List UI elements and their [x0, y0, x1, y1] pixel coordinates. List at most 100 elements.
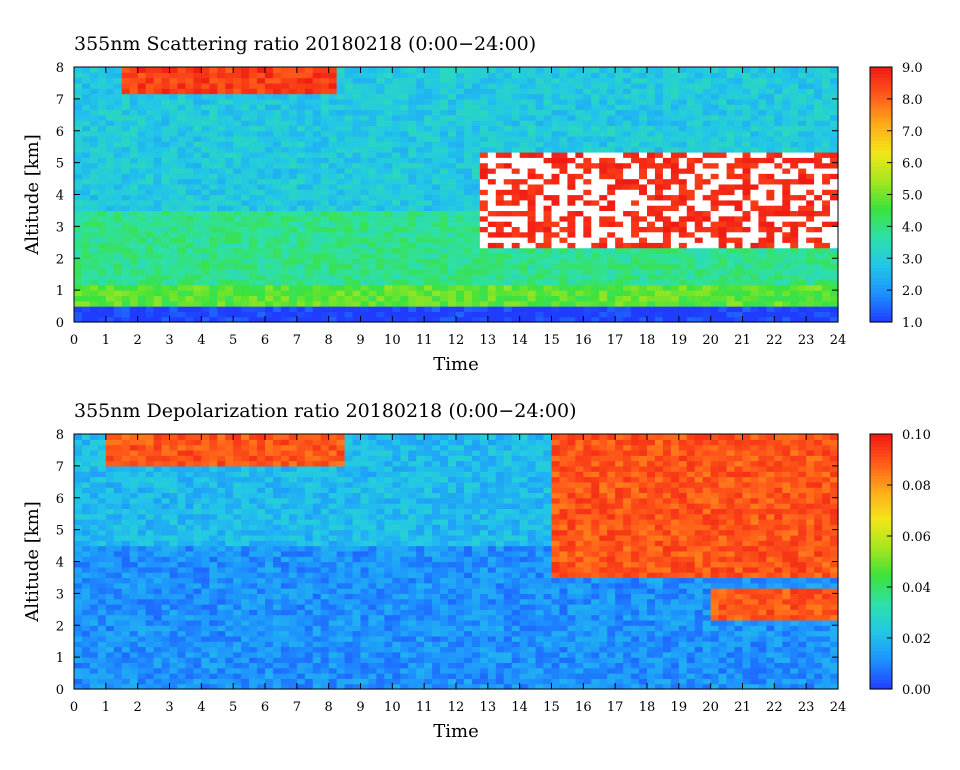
heatmap-cell: [782, 216, 791, 222]
heatmap-cell: [170, 280, 179, 286]
heatmap-cell: [170, 131, 179, 137]
heatmap-cell: [353, 274, 362, 280]
heatmap-cell: [408, 258, 417, 264]
heatmap-cell: [225, 258, 234, 264]
heatmap-cell: [138, 210, 147, 216]
heatmap-cell: [599, 205, 608, 211]
heatmap-cell: [528, 226, 537, 232]
heatmap-cell: [735, 72, 744, 78]
heatmap-cell: [408, 210, 417, 216]
heatmap-cell: [567, 232, 576, 238]
heatmap-cell: [750, 125, 759, 131]
heatmap-cell: [82, 184, 91, 190]
heatmap-cell: [695, 290, 704, 296]
heatmap-cell: [528, 88, 537, 94]
heatmap-cell: [559, 125, 568, 131]
heatmap-cell: [209, 168, 218, 174]
heatmap-cell: [98, 258, 107, 264]
heatmap-cell: [162, 147, 171, 153]
heatmap-cell: [106, 168, 115, 174]
heatmap-cell: [607, 290, 616, 296]
heatmap-cell: [90, 152, 99, 158]
heatmap-cell: [790, 94, 799, 100]
heatmap-cell: [257, 295, 266, 301]
heatmap-cell: [321, 290, 330, 296]
heatmap-cell: [249, 189, 258, 195]
heatmap-cell: [384, 88, 393, 94]
heatmap-cell: [130, 290, 139, 296]
heatmap-cell: [735, 221, 744, 227]
heatmap-cell: [281, 295, 290, 301]
heatmap-cell: [392, 269, 401, 275]
heatmap-cell: [798, 152, 807, 158]
heatmap-cell: [201, 274, 210, 280]
heatmap-cell: [408, 110, 417, 116]
heatmap-cell: [663, 248, 672, 254]
heatmap-cell: [98, 120, 107, 126]
heatmap-cell: [774, 301, 783, 307]
heatmap-cell: [392, 94, 401, 100]
heatmap-cell: [520, 210, 529, 216]
heatmap-cell: [536, 216, 545, 222]
heatmap-cell: [639, 195, 648, 201]
heatmap-cell: [297, 99, 306, 105]
heatmap-cell: [806, 269, 815, 275]
heatmap-cell: [313, 216, 322, 222]
heatmap-cell: [464, 264, 473, 270]
heatmap-cell: [440, 168, 449, 174]
heatmap-cell: [663, 163, 672, 169]
heatmap-cell: [790, 205, 799, 211]
heatmap-cell: [162, 152, 171, 158]
heatmap-cell: [281, 232, 290, 238]
heatmap-cell: [257, 141, 266, 147]
heatmap-cell: [440, 242, 449, 248]
heatmap-cell: [424, 78, 433, 84]
heatmap-cell: [345, 88, 354, 94]
heatmap-cell: [599, 306, 608, 312]
heatmap-cell: [424, 152, 433, 158]
heatmap-cell: [806, 83, 815, 89]
heatmap-cell: [257, 195, 266, 201]
heatmap-cell: [82, 226, 91, 232]
heatmap-cell: [233, 311, 242, 317]
heatmap-cell: [536, 248, 545, 254]
heatmap-cell: [719, 232, 728, 238]
heatmap-cell: [384, 269, 393, 275]
heatmap-cell: [448, 189, 457, 195]
heatmap-cell: [193, 173, 202, 179]
heatmap-cell: [607, 99, 616, 105]
heatmap-cell: [806, 301, 815, 307]
heatmap-cell: [257, 78, 266, 84]
heatmap-cell: [225, 136, 234, 142]
heatmap-cell: [392, 280, 401, 286]
heatmap-cell: [305, 131, 314, 137]
heatmap-cell: [432, 280, 441, 286]
heatmap-cell: [472, 179, 481, 185]
heatmap-cell: [496, 125, 505, 131]
heatmap-cell: [480, 226, 489, 232]
heatmap-cell: [265, 173, 274, 179]
heatmap-cell: [528, 78, 537, 84]
heatmap-cell: [512, 189, 521, 195]
heatmap-cell: [321, 104, 330, 110]
heatmap-cell: [424, 195, 433, 201]
heatmap-cell: [806, 94, 815, 100]
heatmap-cell: [337, 248, 346, 254]
heatmap-cell: [806, 195, 815, 201]
heatmap-cell: [82, 498, 91, 504]
heatmap-cell: [472, 78, 481, 84]
heatmap-cell: [758, 173, 767, 179]
heatmap-cell: [472, 195, 481, 201]
heatmap-cell: [766, 242, 775, 248]
heatmap-cell: [567, 205, 576, 211]
heatmap-cell: [74, 184, 83, 190]
heatmap-cell: [488, 226, 497, 232]
heatmap-cell: [615, 189, 624, 195]
heatmap-cell: [416, 136, 425, 142]
heatmap-cell: [631, 94, 640, 100]
heatmap-cell: [432, 232, 441, 238]
heatmap-cell: [130, 72, 139, 78]
heatmap-cell: [687, 301, 696, 307]
heatmap-cell: [448, 269, 457, 275]
heatmap-cell: [583, 110, 592, 116]
